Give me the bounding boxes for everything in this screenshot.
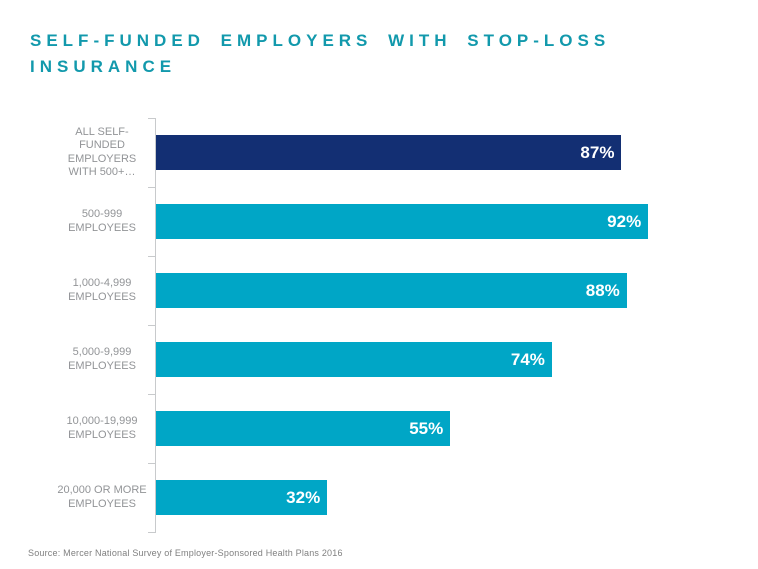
axis-line <box>155 118 156 533</box>
bar-track: 55% <box>156 411 691 446</box>
chart-title: SELF-FUNDED EMPLOYERS WITH STOP-LOSS INS… <box>30 31 611 76</box>
bar-track: 92% <box>156 204 691 239</box>
axis-tick <box>148 187 155 188</box>
chart-row: 20,000 OR MORE EMPLOYEES 32% <box>0 463 758 532</box>
category-label-line: EMPLOYEES <box>68 359 136 372</box>
category-label-line: 20,000 OR MORE <box>57 484 147 496</box>
bar: 92% <box>156 204 649 239</box>
category-label-line: WITH 500+… <box>68 166 136 178</box>
category-label: ALL SELF- FUNDED EMPLOYERS WITH 500+… <box>56 126 148 180</box>
bar-chart: ALL SELF- FUNDED EMPLOYERS WITH 500+… 87% 500… <box>0 118 758 532</box>
category-label: 20,000 OR MORE EMPLOYEES <box>56 484 148 511</box>
category-label-line: ALL SELF- <box>75 125 129 138</box>
bar: 55% <box>156 411 451 446</box>
category-label: 5,000-9,999 EMPLOYEES <box>56 346 148 373</box>
bar-value-label: 92% <box>607 211 642 231</box>
bar-value-label: 55% <box>409 418 444 438</box>
category-label-line: 1,000-4,999 <box>72 277 132 289</box>
axis-tick <box>148 256 155 257</box>
bar-value-label: 32% <box>286 487 321 507</box>
category-label-line: 500-999 <box>81 208 123 220</box>
chart-row: 5,000-9,999 EMPLOYEES 74% <box>0 325 758 394</box>
category-label-line: 10,000-19,999 <box>66 415 138 427</box>
category-label: 1,000-4,999 EMPLOYEES <box>56 277 148 304</box>
bar-value-label: 88% <box>585 280 620 300</box>
category-label-line: EMPLOYEES <box>68 497 136 510</box>
source-note: Source: Mercer National Survey of Employ… <box>28 548 343 558</box>
bar-value-label: 87% <box>580 142 615 162</box>
bar: 87% <box>156 135 622 170</box>
bar: 88% <box>156 273 627 308</box>
category-label-line: 5,000-9,999 <box>72 346 132 358</box>
axis-tick <box>148 463 155 464</box>
axis-tick <box>148 532 155 533</box>
bar-track: 88% <box>156 273 691 308</box>
bar-value-label: 74% <box>510 349 545 369</box>
chart-row: 1,000-4,999 EMPLOYEES 88% <box>0 256 758 325</box>
bar: 74% <box>156 342 552 377</box>
chart-row: ALL SELF- FUNDED EMPLOYERS WITH 500+… 87% <box>0 118 758 187</box>
bar-track: 87% <box>156 135 691 170</box>
category-label: 10,000-19,999 EMPLOYEES <box>56 415 148 442</box>
axis-tick <box>148 394 155 395</box>
bar-track: 32% <box>156 480 691 515</box>
bar: 32% <box>156 480 328 515</box>
category-label-line: EMPLOYEES <box>68 221 136 234</box>
category-label-line: EMPLOYEES <box>68 428 136 441</box>
category-label-line: EMPLOYERS <box>67 152 137 165</box>
category-label-line: FUNDED <box>79 139 125 151</box>
axis-tick <box>148 118 155 119</box>
axis-tick <box>148 325 155 326</box>
category-label: 500-999 EMPLOYEES <box>56 208 148 235</box>
chart-row: 10,000-19,999 EMPLOYEES 55% <box>0 394 758 463</box>
chart-row: 500-999 EMPLOYEES 92% <box>0 187 758 256</box>
category-label-line: EMPLOYEES <box>68 290 136 303</box>
bar-track: 74% <box>156 342 691 377</box>
